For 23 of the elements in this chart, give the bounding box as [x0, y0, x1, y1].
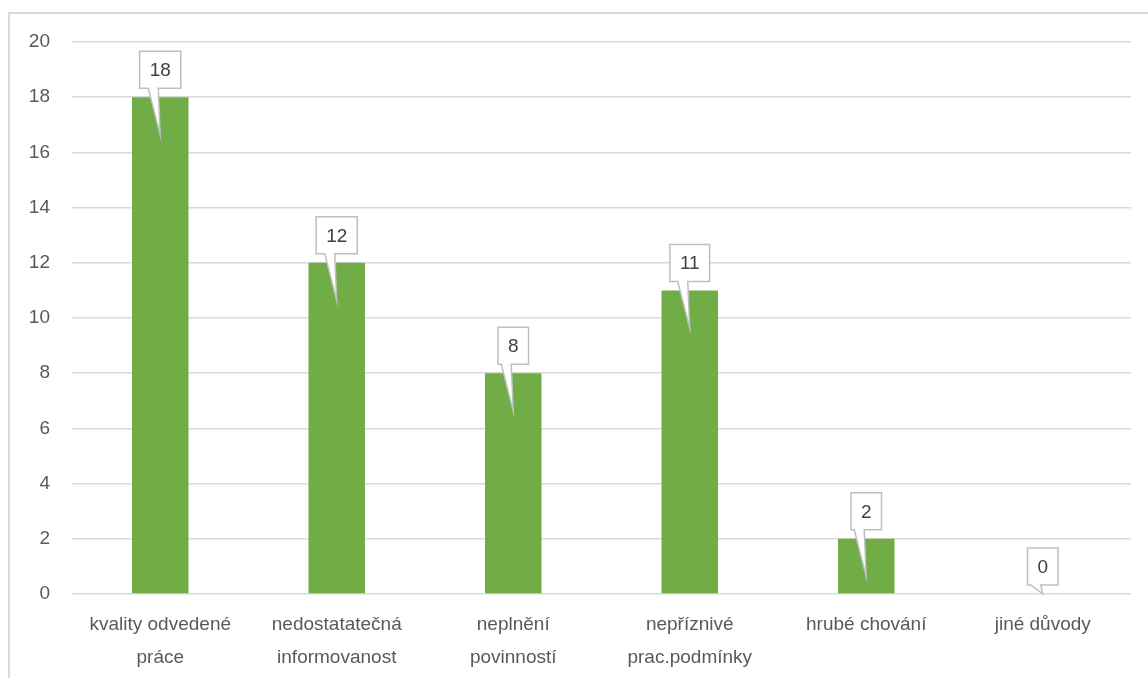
- x-tick-label: jiné důvody: [993, 613, 1092, 635]
- y-tick-label: 18: [28, 85, 50, 107]
- y-tick-label: 8: [39, 361, 50, 383]
- y-tick-label: 12: [28, 251, 50, 273]
- y-tick-label: 14: [28, 195, 51, 217]
- y-tick-label: 20: [28, 30, 50, 52]
- x-tick-label: kvality odvedené práce: [89, 613, 232, 667]
- data-label: 12: [326, 224, 348, 246]
- y-tick-label: 10: [28, 306, 50, 328]
- data-label: 8: [507, 334, 519, 356]
- y-tick-label: 4: [39, 471, 51, 493]
- y-tick-label: 16: [28, 140, 50, 162]
- x-tick-label: neplnění povinností: [469, 613, 558, 667]
- x-tick-label: nepříznivé prac.podmínky: [627, 613, 753, 667]
- data-label: 2: [860, 500, 872, 522]
- y-tick-label: 0: [39, 582, 50, 604]
- data-label: 0: [1037, 555, 1049, 577]
- x-tick-label: nedostatatečná informovanost: [271, 613, 403, 667]
- y-tick-label: 2: [39, 527, 50, 549]
- data-label: 18: [149, 58, 171, 80]
- x-tick-label: hrubé chování: [806, 613, 928, 635]
- y-tick-label: 6: [39, 416, 50, 438]
- data-label: 11: [679, 252, 700, 274]
